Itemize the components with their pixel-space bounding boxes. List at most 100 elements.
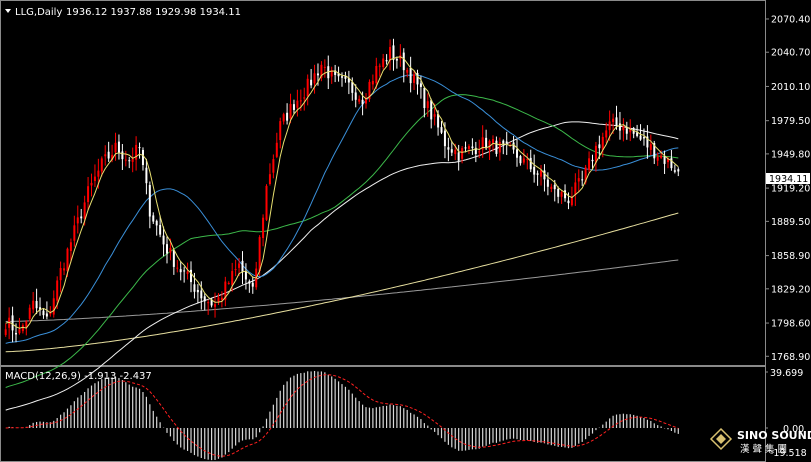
candle-down xyxy=(495,140,498,154)
candle-down xyxy=(419,83,422,87)
candle-up xyxy=(104,154,107,157)
candle-down xyxy=(505,141,508,144)
triangle-down-icon[interactable] xyxy=(5,9,11,13)
candle-up xyxy=(59,268,62,281)
candle-down xyxy=(244,271,247,280)
candle-up xyxy=(93,176,96,181)
candle-down xyxy=(450,149,453,153)
candle-down xyxy=(310,79,313,86)
candle-down xyxy=(557,188,560,197)
candle-up xyxy=(368,81,371,100)
candle-up xyxy=(73,225,76,241)
candle-up xyxy=(111,154,114,160)
candle-up xyxy=(83,202,86,219)
candle-up xyxy=(426,101,429,108)
price-axis-label: 1768.90 xyxy=(771,352,810,363)
candle-up xyxy=(577,178,580,182)
candle-down xyxy=(416,72,419,85)
candle-up xyxy=(135,144,138,160)
candle-up xyxy=(28,307,31,319)
candle-up xyxy=(231,271,234,286)
candle-down xyxy=(292,104,295,110)
candle-down xyxy=(512,142,515,150)
candle-up xyxy=(605,130,608,138)
candle-down xyxy=(443,130,446,147)
candle-up xyxy=(296,100,299,108)
candle-down xyxy=(529,157,532,170)
candle-down xyxy=(646,136,649,148)
candle-up xyxy=(612,118,615,122)
macd-histogram xyxy=(8,370,679,461)
candle-up xyxy=(378,65,381,67)
candle-up xyxy=(303,97,306,99)
candle-up xyxy=(478,151,481,153)
candle-down xyxy=(437,113,440,128)
candle-down xyxy=(516,149,519,158)
candle-down xyxy=(183,270,186,272)
candle-down xyxy=(15,333,18,335)
watermark-name: SINO SOUND xyxy=(737,429,811,442)
candle-up xyxy=(608,121,611,131)
candle-down xyxy=(618,123,621,131)
candle-down xyxy=(533,166,536,175)
candle-up xyxy=(433,114,436,117)
ma-long-gray-line xyxy=(5,259,679,322)
candle-up xyxy=(320,64,323,78)
candle-up xyxy=(371,80,374,85)
candle-up xyxy=(97,170,100,177)
candle-down xyxy=(165,244,168,254)
symbol-label: LLG,Daily xyxy=(15,7,62,18)
candle-down xyxy=(210,299,213,306)
candle-down xyxy=(430,100,433,120)
candle-up xyxy=(375,65,378,84)
candle-down xyxy=(152,215,155,222)
candle-up xyxy=(224,281,227,300)
candle-up xyxy=(272,159,275,173)
candle-down xyxy=(351,82,354,93)
candle-down xyxy=(251,282,254,287)
candle-up xyxy=(306,78,309,97)
candle-down xyxy=(581,179,584,181)
candle-down xyxy=(485,137,488,149)
candle-up xyxy=(114,142,117,153)
candle-down xyxy=(471,146,474,149)
candle-down xyxy=(536,173,539,175)
candle-up xyxy=(21,325,24,332)
candle-up xyxy=(87,186,90,203)
watermark-sub: 漢 聲 集 團 xyxy=(740,443,787,455)
candle-up xyxy=(25,321,28,328)
candle-up xyxy=(656,156,659,161)
candle-up xyxy=(461,148,464,159)
candle-up xyxy=(330,70,333,77)
candle-down xyxy=(172,250,175,267)
candle-up xyxy=(217,297,220,302)
candle-up xyxy=(382,58,385,68)
candle-down xyxy=(334,70,337,75)
candle-up xyxy=(176,267,179,269)
candle-down xyxy=(200,290,203,299)
main-panel-frame xyxy=(0,0,766,366)
candle-down xyxy=(673,170,676,172)
candle-up xyxy=(467,146,470,149)
candle-up xyxy=(131,158,134,162)
candle-up xyxy=(52,298,55,315)
candle-down xyxy=(347,78,350,83)
candle-up xyxy=(186,271,189,274)
candle-up xyxy=(220,297,223,300)
candle-up xyxy=(214,304,217,307)
candle-up xyxy=(389,47,392,61)
candle-up xyxy=(622,126,625,131)
candle-down xyxy=(677,169,680,172)
candle-up xyxy=(584,167,587,183)
candle-up xyxy=(666,158,669,163)
price-axis-label: 1979.50 xyxy=(771,116,810,127)
candle-up xyxy=(56,280,59,301)
candle-down xyxy=(598,144,601,149)
candle-down xyxy=(636,132,639,136)
ma-fast-line xyxy=(5,56,679,329)
candle-up xyxy=(629,128,632,133)
candle-down xyxy=(241,260,244,273)
candle-down xyxy=(591,159,594,162)
price-axis-label: 1919.20 xyxy=(771,184,810,195)
